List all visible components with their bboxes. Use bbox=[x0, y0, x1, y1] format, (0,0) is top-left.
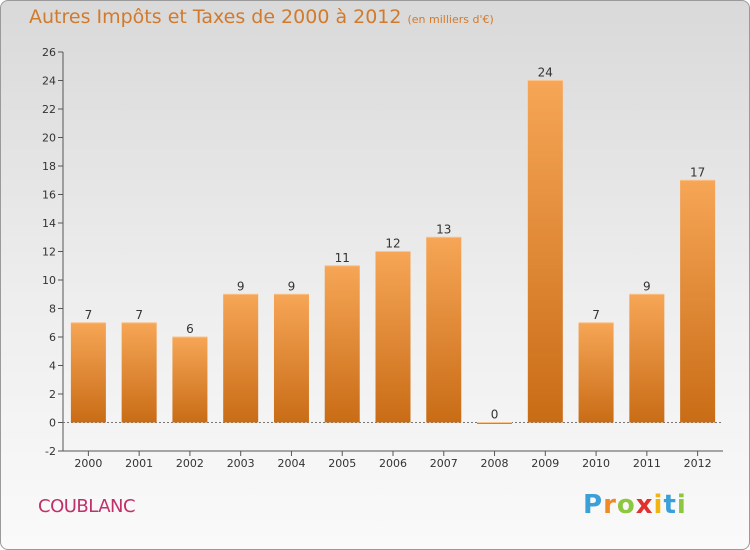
data-label: 6 bbox=[186, 322, 194, 336]
data-label: 12 bbox=[385, 237, 400, 251]
x-tick-label: 2004 bbox=[277, 457, 305, 470]
bar bbox=[70, 322, 106, 423]
y-tick-label: 20 bbox=[42, 132, 56, 145]
chart-subtitle: (en milliers d'€) bbox=[407, 13, 494, 26]
commune-name: COUBLANC bbox=[38, 496, 136, 517]
bar bbox=[426, 237, 462, 423]
y-tick-label: 16 bbox=[42, 189, 56, 202]
data-label: 13 bbox=[436, 222, 451, 236]
logo-letter: P bbox=[583, 490, 604, 520]
x-tick-label: 2007 bbox=[430, 457, 458, 470]
bar bbox=[273, 294, 309, 423]
y-tick-label: 10 bbox=[42, 274, 56, 287]
x-tick-label: 2001 bbox=[125, 457, 153, 470]
x-tick-label: 2008 bbox=[481, 457, 509, 470]
data-label: 9 bbox=[237, 279, 245, 293]
data-label: 9 bbox=[643, 279, 651, 293]
y-tick-label: -2 bbox=[45, 445, 56, 458]
data-label: 24 bbox=[538, 66, 553, 80]
logo-letter: x bbox=[635, 490, 654, 520]
proxiti-logo: Proxiti bbox=[583, 490, 687, 520]
x-tick-label: 2010 bbox=[582, 457, 610, 470]
data-label: 0 bbox=[491, 408, 499, 422]
y-tick-label: 22 bbox=[42, 103, 56, 116]
bar bbox=[223, 294, 259, 423]
bar bbox=[324, 265, 360, 423]
bar bbox=[527, 80, 563, 423]
y-tick-label: 12 bbox=[42, 246, 56, 259]
bars bbox=[70, 80, 716, 424]
y-tick-label: 8 bbox=[49, 303, 56, 316]
data-label: 9 bbox=[288, 279, 296, 293]
x-tick-label: 2012 bbox=[684, 457, 712, 470]
logo-letter: r bbox=[603, 490, 617, 520]
chart-title: Autres Impôts et Taxes de 2000 à 2012 (en… bbox=[29, 6, 494, 28]
bar bbox=[629, 294, 665, 423]
y-tick-label: 0 bbox=[49, 417, 56, 430]
data-label: 11 bbox=[335, 251, 350, 265]
y-tick-label: 6 bbox=[49, 331, 56, 344]
logo-letter: i bbox=[676, 490, 687, 520]
x-tick-label: 2005 bbox=[328, 457, 356, 470]
bar bbox=[172, 337, 208, 423]
data-label: 17 bbox=[690, 165, 705, 179]
y-tick-label: 26 bbox=[42, 46, 56, 59]
y-tick-label: 24 bbox=[42, 75, 56, 88]
data-label: 7 bbox=[592, 308, 600, 322]
chart-title-text: Autres Impôts et Taxes de 2000 à 2012 bbox=[29, 6, 402, 28]
data-label: 7 bbox=[135, 308, 143, 322]
y-tick-label: 14 bbox=[42, 217, 56, 230]
x-tick-label: 2006 bbox=[379, 457, 407, 470]
data-labels: 7 7 6 9 9 11 12 13 0 24 7 9 17 bbox=[85, 66, 706, 422]
y-tick-label: 2 bbox=[49, 388, 56, 401]
bar bbox=[680, 180, 716, 423]
x-tick-label: 2003 bbox=[227, 457, 255, 470]
bar bbox=[477, 422, 513, 424]
y-tick-label: 4 bbox=[49, 360, 56, 373]
bar bbox=[121, 322, 157, 423]
bar bbox=[578, 322, 614, 423]
bar bbox=[375, 251, 411, 423]
logo-letter: t bbox=[663, 490, 677, 520]
y-tick-label: 18 bbox=[42, 160, 56, 173]
data-label: 7 bbox=[85, 308, 93, 322]
x-tick-label: 2011 bbox=[633, 457, 661, 470]
logo-letter: i bbox=[653, 490, 664, 520]
logo-letter: o bbox=[616, 490, 636, 520]
x-tick-label: 2002 bbox=[176, 457, 204, 470]
x-tick-label: 2009 bbox=[531, 457, 559, 470]
x-tick-label: 2000 bbox=[74, 457, 102, 470]
